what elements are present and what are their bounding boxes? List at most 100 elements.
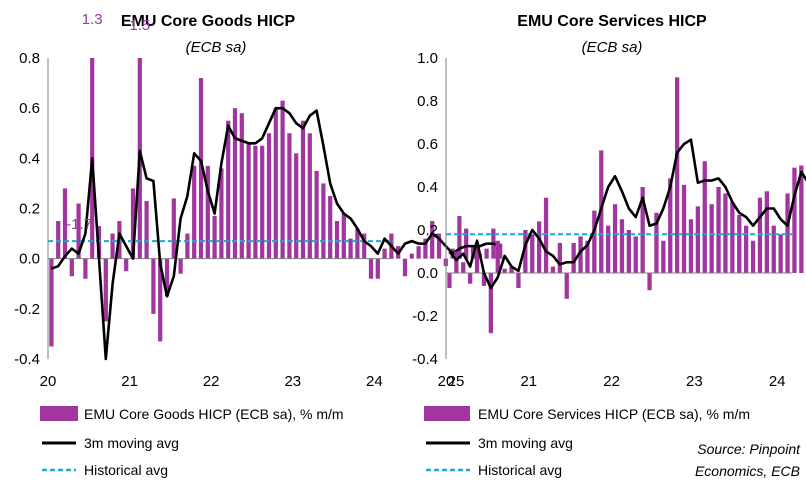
left-legend-line-label: 3m moving avg xyxy=(84,435,179,451)
left-legend: EMU Core Goods HICP (ECB sa), % m/m 3m m… xyxy=(40,406,344,478)
right-legend-line-label: 3m moving avg xyxy=(478,435,573,451)
right-bar-8 xyxy=(502,268,507,273)
right-bar-1 xyxy=(454,251,459,273)
left-bar-16 xyxy=(158,258,163,342)
right-bar-29 xyxy=(647,273,652,291)
left-bar-54 xyxy=(416,246,421,259)
source-line-1: Source: Pinpoint xyxy=(697,441,801,457)
left-annotation-2: -1.7 xyxy=(66,216,92,233)
right-chart-subtitle: (ECB sa) xyxy=(582,39,643,56)
left-bar-0 xyxy=(49,258,54,347)
right-bar-35 xyxy=(688,219,694,273)
right-bar-40 xyxy=(723,193,728,273)
right-moving-avg-line xyxy=(448,138,806,290)
left-bar-66 xyxy=(498,243,503,259)
left-bar-60 xyxy=(457,216,462,259)
right-ytick-3: 0.2 xyxy=(417,222,438,239)
left-bar-38 xyxy=(307,133,312,259)
left-bar-18 xyxy=(171,198,176,259)
right-ytick-1: -0.2 xyxy=(412,308,438,325)
left-bar-11 xyxy=(124,258,129,272)
right-bar-25 xyxy=(619,219,625,273)
right-bar-42 xyxy=(737,214,742,273)
right-bar-18 xyxy=(571,242,576,273)
right-bar-38 xyxy=(709,204,714,273)
left-ytick-3: 0.2 xyxy=(19,201,40,218)
right-bar-24 xyxy=(612,204,618,273)
left-bar-3 xyxy=(69,258,74,277)
right-bar-45 xyxy=(757,197,763,273)
right-bar-43 xyxy=(744,225,749,273)
left-xtick-4: 24 xyxy=(366,373,383,390)
left-ytick-5: 0.6 xyxy=(19,100,40,117)
right-bar-23 xyxy=(606,225,611,273)
right-bar-27 xyxy=(633,236,638,273)
left-bar-42 xyxy=(334,221,340,259)
left-bar-23 xyxy=(205,165,210,259)
right-bar-12 xyxy=(530,234,535,273)
right-legend: EMU Core Services HICP (ECB sa), % m/m 3… xyxy=(424,406,750,478)
left-bar-34 xyxy=(280,100,285,259)
left-legend-bar-label: EMU Core Goods HICP (ECB sa), % m/m xyxy=(84,406,344,422)
left-bar-12 xyxy=(130,188,136,259)
left-bar-44 xyxy=(348,238,353,259)
left-plot-area: -0.4 -0.2 0.0 0.2 0.4 0.6 0.8 20 21 22 23 24 25 1.3 1.… xyxy=(14,11,503,390)
left-bar-64 xyxy=(484,248,489,259)
right-bar-31 xyxy=(661,240,666,273)
right-bar-5 xyxy=(481,273,487,286)
left-bar-57 xyxy=(436,233,442,259)
left-bar-40 xyxy=(321,183,326,259)
left-bar-28 xyxy=(239,113,244,259)
right-legend-bar-swatch xyxy=(424,406,470,421)
left-bar-1 xyxy=(56,221,61,259)
left-bar-33 xyxy=(273,108,278,259)
right-xtick-3: 23 xyxy=(686,373,703,390)
left-bar-61 xyxy=(464,228,469,259)
left-bar-35 xyxy=(287,133,292,259)
right-bar-26 xyxy=(626,230,631,273)
right-bar-39 xyxy=(716,187,721,273)
right-legend-hist-label: Historical avg xyxy=(478,462,562,478)
left-bar-29 xyxy=(246,143,251,259)
left-bar-45 xyxy=(355,228,360,259)
right-bar-10 xyxy=(516,273,521,289)
left-bar-26 xyxy=(226,120,231,259)
right-bar-37 xyxy=(702,161,707,273)
right-bar-48 xyxy=(778,234,783,273)
left-bar-8 xyxy=(103,258,108,322)
left-xtick-3: 23 xyxy=(284,373,301,390)
left-ytick-2: 0.0 xyxy=(19,251,40,268)
right-legend-bar-label: EMU Core Services HICP (ECB sa), % m/m xyxy=(478,406,750,422)
left-ytick-4: 0.4 xyxy=(19,150,40,167)
right-bar-16 xyxy=(557,242,562,273)
left-bar-22 xyxy=(198,78,204,259)
left-bar-43 xyxy=(341,213,346,259)
left-moving-avg-line xyxy=(50,106,501,361)
right-ytick-6: 0.8 xyxy=(417,93,438,110)
right-bar-34 xyxy=(681,184,687,273)
right-bar-33 xyxy=(675,77,680,273)
right-bar-4 xyxy=(474,242,480,273)
right-bar-6 xyxy=(488,273,493,334)
left-xtick-0: 20 xyxy=(40,373,57,390)
right-bar-14 xyxy=(543,197,549,273)
left-bar-17 xyxy=(164,258,170,297)
left-bar-46 xyxy=(362,233,367,259)
right-bar-36 xyxy=(695,206,700,273)
right-bar-9 xyxy=(509,266,514,273)
right-ytick-2: 0.0 xyxy=(417,265,438,282)
left-legend-hist-label: Historical avg xyxy=(84,462,168,478)
left-bar-41 xyxy=(328,195,333,259)
left-ytick-0: -0.4 xyxy=(14,351,40,368)
left-bar-19 xyxy=(178,258,183,274)
right-bar-15 xyxy=(550,266,556,273)
right-bar-20 xyxy=(585,240,590,273)
left-bar-37 xyxy=(300,120,306,259)
left-bar-9 xyxy=(110,233,115,259)
right-bar-0 xyxy=(447,273,452,289)
left-ytick-1: -0.2 xyxy=(14,301,40,318)
left-bar-27 xyxy=(232,108,238,259)
right-xtick-4: 24 xyxy=(769,373,786,390)
right-ytick-7: 1.0 xyxy=(417,50,438,67)
